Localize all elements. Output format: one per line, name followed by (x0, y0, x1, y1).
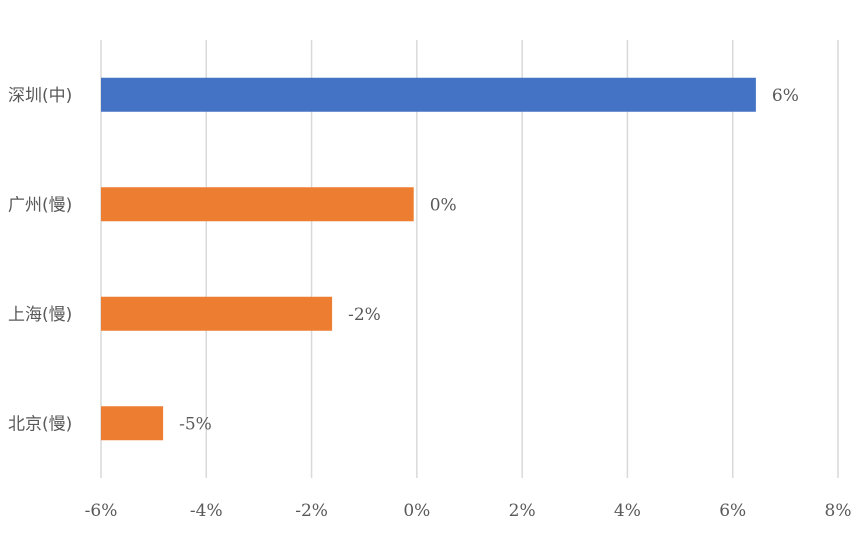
x-tick-label: 6% (719, 501, 746, 521)
x-tick-label: 8% (825, 501, 852, 521)
category-label: 深圳(中) (8, 86, 72, 106)
x-tick-label: 2% (509, 501, 536, 521)
data-label: 0% (430, 195, 457, 215)
category-label: 上海(慢) (8, 304, 72, 325)
category-label: 广州(慢) (8, 194, 72, 215)
x-tick-label: -6% (85, 501, 118, 521)
x-tick-label: 0% (403, 501, 430, 521)
category-label: 北京(慢) (8, 413, 72, 434)
data-label: -2% (348, 305, 381, 325)
bar (101, 187, 414, 222)
bar (101, 77, 756, 112)
bar (101, 296, 333, 331)
bar (101, 406, 164, 441)
data-label: -5% (179, 414, 212, 434)
data-label: 6% (772, 86, 799, 106)
x-tick-label: -2% (295, 501, 328, 521)
x-tick-label: -4% (190, 501, 223, 521)
x-tick-label: 4% (614, 501, 641, 521)
